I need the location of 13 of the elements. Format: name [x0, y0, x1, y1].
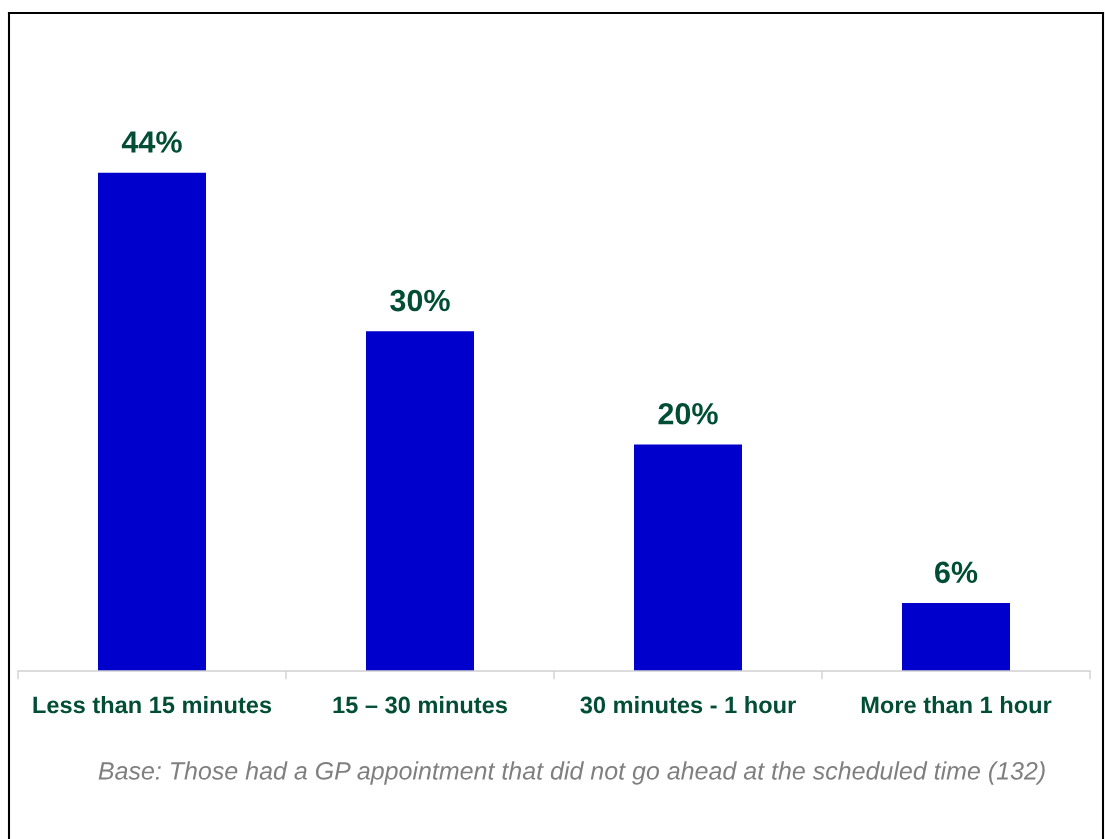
bar: [634, 444, 742, 671]
data-label: 44%: [121, 131, 182, 153]
data-label: 6%: [935, 561, 978, 584]
bar: [366, 331, 474, 671]
data-label: 20%: [658, 402, 718, 425]
data-label: 30%: [390, 289, 450, 312]
bar: [902, 603, 1010, 671]
x-tick-label: Less than 15 minutes: [33, 696, 272, 714]
text: Base: Those had a GP appointment that did not go ahead at the scheduled time (132): [98, 761, 1045, 785]
x-tick-label: More than 1 hour: [861, 696, 1052, 714]
x-tick-label: 30 minutes - 1 hour: [580, 696, 796, 714]
bar: [98, 172, 206, 671]
x-tick-label: 15 – 30 minutes: [333, 696, 507, 714]
